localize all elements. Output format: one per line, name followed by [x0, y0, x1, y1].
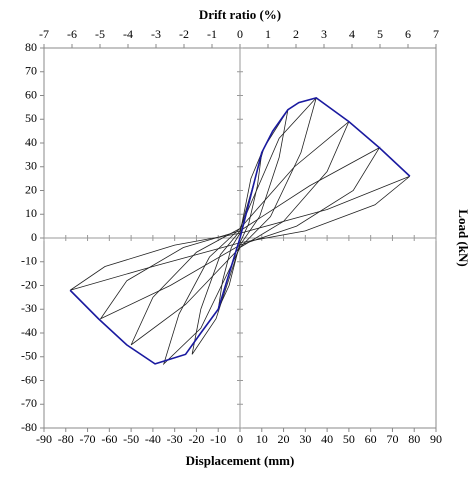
y-tick-label: 30 — [25, 159, 37, 173]
y-tick-label: 60 — [25, 87, 37, 101]
x2-tick-label: 4 — [349, 27, 355, 41]
x-tick-label: -60 — [101, 432, 117, 446]
y-tick-label: -50 — [21, 349, 37, 363]
x-tick-label: -40 — [145, 432, 161, 446]
y-tick-label: -80 — [21, 420, 37, 434]
y-tick-label: 80 — [25, 40, 37, 54]
x2-tick-label: 2 — [293, 27, 299, 41]
data-line — [99, 146, 381, 320]
x-tick-label: -80 — [58, 432, 74, 446]
x2-tick-label: -5 — [95, 27, 105, 41]
y-tick-label: -30 — [21, 301, 37, 315]
x2-tick-label: 7 — [433, 27, 439, 41]
y-tick-label: -40 — [21, 325, 37, 339]
x-tick-label: -70 — [80, 432, 96, 446]
x2-tick-label: -4 — [123, 27, 133, 41]
y-tick-label: 70 — [25, 64, 37, 78]
x-tick-label: 0 — [237, 432, 243, 446]
x-tick-label: 20 — [278, 432, 290, 446]
x2-tick-label: 5 — [377, 27, 383, 41]
data-line — [69, 97, 411, 365]
data-line — [69, 175, 411, 291]
y-tick-label: -10 — [21, 254, 37, 268]
y-tick-label: -20 — [21, 277, 37, 291]
y-tick-label: 20 — [25, 182, 37, 196]
x2-tick-label: 0 — [237, 27, 243, 41]
x-tick-label: 60 — [365, 432, 377, 446]
x2-tick-label: 3 — [321, 27, 327, 41]
y-tick-label: -70 — [21, 396, 37, 410]
x-tick-label: -90 — [36, 432, 52, 446]
x-tick-label: 40 — [321, 432, 333, 446]
x-tick-label: 30 — [299, 432, 311, 446]
x2-tick-label: -2 — [179, 27, 189, 41]
x-tick-label: 90 — [430, 432, 442, 446]
x2-tick-label: -3 — [151, 27, 161, 41]
x2-tick-label: 6 — [405, 27, 411, 41]
y-tick-label: 40 — [25, 135, 37, 149]
x-tick-label: 50 — [343, 432, 355, 446]
x-tick-label: 10 — [256, 432, 268, 446]
x-tick-label: -30 — [167, 432, 183, 446]
x2-tick-label: 1 — [265, 27, 271, 41]
x-tick-label: 70 — [386, 432, 398, 446]
y-tick-label: 50 — [25, 111, 37, 125]
x-tick-label: 80 — [408, 432, 420, 446]
x2-axis-label: Drift ratio (%) — [199, 7, 281, 22]
x2-tick-label: -1 — [207, 27, 217, 41]
x2-tick-label: -6 — [67, 27, 77, 41]
x-tick-label: -10 — [210, 432, 226, 446]
y-axis-label: Load (kN) — [456, 209, 471, 266]
data-line — [130, 121, 350, 346]
y-tick-label: 0 — [31, 230, 37, 244]
x-tick-label: -20 — [188, 432, 204, 446]
y-tick-label: -60 — [21, 372, 37, 386]
x-tick-label: -50 — [123, 432, 139, 446]
y-tick-label: 10 — [25, 206, 37, 220]
x-axis-label: Displacement (mm) — [186, 453, 295, 468]
x2-tick-label: -7 — [39, 27, 49, 41]
